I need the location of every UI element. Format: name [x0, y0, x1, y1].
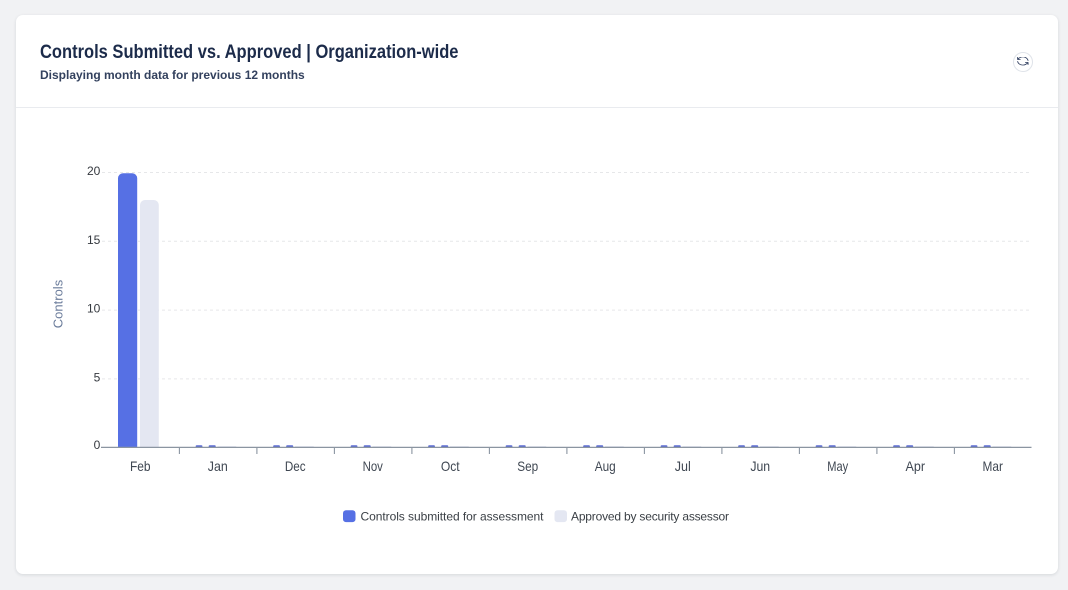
svg-text:Controls Submitted vs. Approve: Controls Submitted vs. Approved | Organi… [40, 42, 459, 63]
svg-text:Nov: Nov [363, 458, 383, 474]
svg-text:Jan: Jan [208, 458, 228, 474]
svg-text:15: 15 [87, 233, 101, 247]
svg-text:Mar: Mar [983, 458, 1004, 474]
svg-text:May: May [827, 458, 848, 474]
svg-text:Dec: Dec [285, 458, 306, 474]
svg-text:Feb: Feb [130, 458, 151, 474]
svg-text:0: 0 [94, 438, 101, 452]
svg-text:20: 20 [87, 164, 101, 178]
svg-text:5: 5 [94, 370, 101, 384]
svg-text:Apr: Apr [906, 458, 926, 474]
svg-text:Jul: Jul [675, 458, 691, 474]
svg-text:Controls: Controls [51, 279, 66, 328]
svg-text:Sep: Sep [517, 458, 538, 474]
svg-text:Jun: Jun [750, 458, 770, 474]
svg-text:Controls submitted for assessm: Controls submitted for assessment [361, 510, 545, 524]
svg-text:Oct: Oct [441, 458, 460, 474]
svg-text:Approved by security assessor: Approved by security assessor [571, 510, 729, 524]
svg-text:10: 10 [87, 302, 101, 316]
svg-text:Aug: Aug [595, 458, 616, 474]
svg-text:Displaying month data for prev: Displaying month data for previous 12 mo… [40, 68, 305, 82]
